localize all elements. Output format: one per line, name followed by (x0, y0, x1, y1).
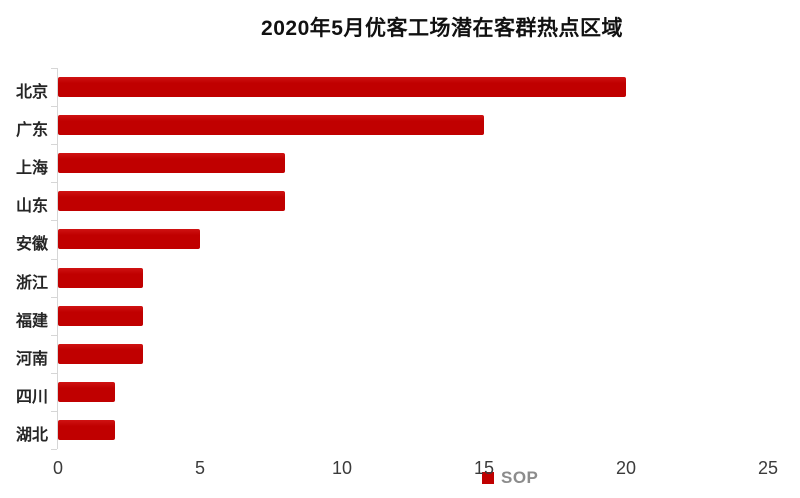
y-axis-tick (51, 68, 57, 69)
bar-浙江 (58, 268, 143, 288)
category-label-河南: 河南 (15, 351, 48, 368)
bar-福建 (58, 306, 143, 326)
legend: SOP (482, 468, 538, 488)
y-axis-tick (51, 373, 57, 374)
legend-swatch-sop (482, 472, 494, 484)
category-label-广东: 广东 (15, 122, 48, 139)
bar-山东 (58, 191, 285, 211)
category-label-福建: 福建 (15, 313, 48, 330)
category-label-北京: 北京 (15, 84, 48, 101)
y-axis-tick (51, 411, 57, 412)
bar-安徽 (58, 229, 200, 249)
x-axis-label-20: 20 (615, 458, 637, 478)
x-axis-label-25: 25 (757, 458, 779, 478)
y-axis-tick (51, 182, 57, 183)
y-axis-tick (51, 106, 57, 107)
y-axis-tick (51, 259, 57, 260)
x-axis-label-10: 10 (331, 458, 353, 478)
category-label-浙江: 浙江 (15, 275, 48, 292)
bar-广东 (58, 115, 484, 135)
category-label-山东: 山东 (15, 198, 48, 215)
x-axis-label-15: 15 (473, 458, 495, 478)
category-label-四川: 四川 (15, 389, 48, 406)
y-axis-tick (51, 220, 57, 221)
y-axis-tick (51, 144, 57, 145)
y-axis-tick (51, 335, 57, 336)
category-label-上海: 上海 (15, 160, 48, 177)
y-axis-tick (51, 449, 57, 450)
category-label-安徽: 安徽 (15, 236, 48, 253)
plot-area: SOP (51, 68, 768, 487)
bar-北京 (58, 77, 626, 97)
x-axis-label-0: 0 (52, 458, 63, 478)
bar-四川 (58, 382, 115, 402)
x-axis-label-5: 5 (194, 458, 205, 478)
category-label-湖北: 湖北 (15, 427, 48, 444)
bar-河南 (58, 344, 143, 364)
bar-湖北 (58, 420, 115, 440)
bar-上海 (58, 153, 285, 173)
y-axis-line (57, 68, 58, 449)
y-axis-tick (51, 297, 57, 298)
legend-label-sop: SOP (501, 468, 539, 487)
chart-title: 2020年5月优客工场潜在客群热点区域 (261, 17, 623, 40)
